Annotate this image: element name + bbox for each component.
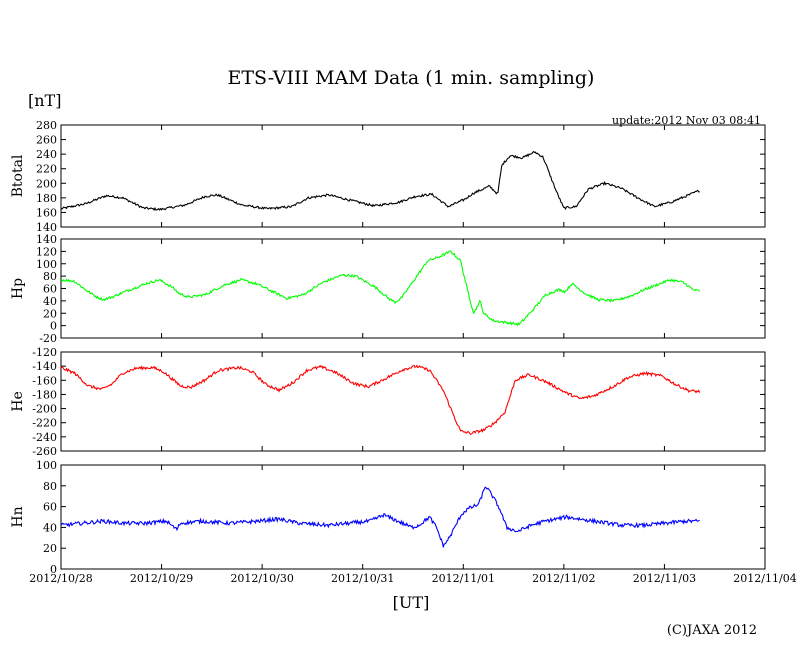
- y-tick-label: -180: [32, 388, 57, 401]
- y-tick-label: 240: [36, 148, 57, 161]
- x-tick-label: 2012/10/28: [29, 572, 92, 585]
- y-tick-label: 280: [36, 119, 57, 132]
- y-tick-label: 60: [43, 501, 57, 514]
- copyright-label: (C)JAXA 2012: [667, 623, 757, 638]
- y-tick-label: -160: [32, 374, 57, 387]
- panel-label-btotal: Btotal: [10, 154, 26, 197]
- x-tick-label: 2012/11/04: [733, 572, 796, 585]
- y-tick-label: 140: [36, 233, 57, 246]
- x-tick-label: 2012/10/30: [230, 572, 293, 585]
- chart-title: ETS-VIII MAM Data (1 min. sampling): [228, 67, 595, 89]
- y-tick-label: 100: [36, 459, 57, 472]
- y-tick-label: 100: [36, 258, 57, 271]
- unit-label: [nT]: [28, 91, 61, 110]
- panel-label-hp: Hp: [10, 278, 26, 299]
- y-tick-label: 0: [50, 320, 57, 333]
- series-line-hn: [60, 486, 700, 548]
- panel-label-hn: Hn: [10, 506, 26, 527]
- x-tick-label: 2012/10/29: [130, 572, 193, 585]
- series-line-he: [60, 364, 701, 436]
- panel-label-he: He: [10, 391, 26, 412]
- y-tick-label: 20: [43, 307, 57, 320]
- x-tick-label: 2012/11/01: [432, 572, 495, 585]
- x-tick-label: 2012/11/03: [633, 572, 696, 585]
- panel-frame: [60, 464, 766, 570]
- panel-frame: [60, 238, 766, 339]
- y-tick-label: 160: [36, 206, 57, 219]
- x-tick-label: 2012/10/31: [331, 572, 394, 585]
- y-tick-label: 180: [36, 192, 57, 205]
- y-tick-label: 220: [36, 163, 57, 176]
- y-tick-label: 60: [43, 283, 57, 296]
- y-tick-label: 140: [36, 221, 57, 234]
- y-tick-label: 80: [43, 480, 57, 493]
- y-tick-label: 40: [43, 521, 57, 534]
- x-tick-label: 2012/11/02: [532, 572, 595, 585]
- y-tick-label: -220: [32, 417, 57, 430]
- series-line-hp: [61, 250, 701, 327]
- update-label: update:2012 Nov 03 08:41: [612, 114, 761, 127]
- y-tick-label: 80: [43, 270, 57, 283]
- y-tick-label: -20: [39, 332, 57, 345]
- y-tick-label: -140: [32, 360, 57, 373]
- x-axis-ticks: 2012/10/28 2012/10/29 2012/10/30 2012/10/31…: [29, 572, 796, 585]
- y-tick-label: -240: [32, 431, 57, 444]
- panels-group: 140160180200220240260280Btotal-200204060…: [10, 119, 766, 576]
- y-tick-label: 20: [43, 542, 57, 555]
- series-line-btotal: [60, 150, 700, 211]
- panel-frame: [60, 351, 766, 452]
- x-axis-label: [UT]: [393, 593, 430, 612]
- panel-he: -260-240-220-200 -180-160-140-120 He: [10, 346, 766, 458]
- y-tick-label: -120: [32, 346, 57, 359]
- y-tick-label: 0: [50, 563, 57, 576]
- y-tick-label: 200: [36, 177, 57, 190]
- y-tick-label: 120: [36, 245, 57, 258]
- panel-frame: [60, 124, 766, 228]
- y-tick-label: 260: [36, 134, 57, 147]
- y-tick-label: 40: [43, 295, 57, 308]
- panel-hn: 0 20 40 60 80 100 Hn: [10, 459, 766, 576]
- y-tick-label: -260: [32, 445, 57, 458]
- y-tick-label: -200: [32, 403, 57, 416]
